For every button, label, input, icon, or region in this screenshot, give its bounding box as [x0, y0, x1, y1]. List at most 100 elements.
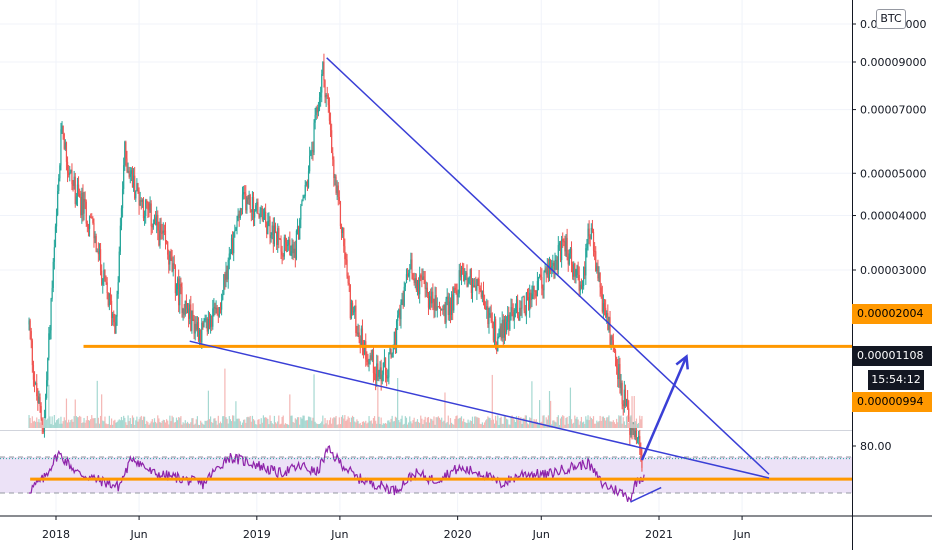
candle-body: [281, 251, 283, 256]
candle-body: [164, 230, 167, 241]
volume-bar: [445, 423, 447, 428]
candle-body: [428, 296, 431, 308]
candle-body: [141, 200, 143, 202]
candle-body: [438, 306, 441, 309]
candle-body: [552, 262, 554, 266]
candle-body: [632, 428, 634, 431]
volume-bar: [583, 421, 585, 428]
volume-bar: [568, 415, 570, 428]
candle-body: [280, 239, 282, 252]
volume-bar: [605, 420, 607, 428]
volume-bar: [58, 418, 60, 428]
candle-body: [430, 296, 432, 304]
candle-body: [69, 172, 71, 175]
candle-body: [545, 268, 547, 275]
candle-body: [143, 215, 146, 219]
candle-body: [288, 239, 290, 245]
volume-bar: [117, 420, 119, 428]
candle-body: [114, 322, 116, 334]
volume-bar: [512, 418, 514, 428]
candle-body: [542, 288, 544, 291]
candle-body: [468, 277, 470, 284]
volume-bar: [354, 421, 356, 428]
candle-body: [212, 308, 214, 327]
candle-body: [317, 107, 320, 113]
candle-body: [176, 278, 179, 290]
volume-bar: [108, 415, 110, 428]
candle-body: [329, 120, 332, 131]
candle-body: [636, 438, 639, 440]
candle-body: [289, 239, 291, 256]
volume-bar: [223, 416, 225, 428]
currency-badge[interactable]: BTC: [876, 9, 906, 29]
candle-body: [90, 216, 92, 218]
candle-body: [456, 290, 458, 298]
candle-body: [500, 326, 502, 339]
candle-body: [360, 328, 362, 345]
candle-body: [248, 194, 250, 200]
volume-bar: [64, 420, 66, 428]
candle-body: [442, 309, 444, 311]
candle-body: [445, 298, 447, 323]
candle-body: [467, 283, 469, 287]
volume-bar: [191, 418, 193, 428]
volume-bar: [215, 420, 217, 428]
candle-body: [227, 260, 229, 280]
volume-bar: [138, 419, 140, 428]
candle-body: [386, 375, 388, 379]
candle-body: [480, 289, 482, 298]
candle-body: [86, 223, 88, 227]
volume-bar: [453, 424, 455, 428]
candle-body: [625, 398, 628, 406]
volume-bar: [640, 419, 642, 428]
volume-bar: [437, 416, 439, 428]
candle-body: [107, 293, 109, 306]
candle-body: [95, 236, 97, 252]
volume-bar: [554, 421, 556, 428]
volume-bar: [205, 421, 207, 428]
candle-body: [296, 226, 299, 231]
candle-body: [130, 170, 132, 174]
candle-body: [457, 293, 459, 298]
candle-body: [63, 133, 65, 149]
volume-bar: [325, 423, 327, 428]
candle-body: [584, 266, 586, 276]
candle-body: [41, 418, 43, 428]
volume-bar: [479, 423, 481, 428]
volume-bar: [378, 416, 380, 428]
candle-body: [200, 329, 202, 343]
candle-body: [50, 298, 52, 331]
volume-bar: [293, 422, 295, 428]
volume-bar: [85, 420, 87, 428]
volume-bar: [614, 423, 617, 428]
volume-bar: [62, 421, 64, 428]
volume-bar: [503, 415, 505, 428]
candle-body: [437, 306, 439, 308]
candle-body: [219, 307, 222, 310]
candle-body: [541, 277, 543, 289]
candle-body: [224, 274, 226, 281]
candle-body: [520, 307, 522, 309]
volume-bar: [422, 424, 424, 428]
candle-body: [75, 196, 77, 204]
candle-body: [382, 362, 384, 375]
volume-bar: [164, 422, 167, 428]
volume-bar: [69, 422, 71, 428]
candle-body: [531, 294, 533, 300]
price-axis-tick-label: 0.00004000: [860, 210, 926, 223]
volume-bar: [198, 424, 201, 428]
candle-body: [595, 251, 597, 272]
volume-bar: [450, 422, 453, 428]
volume-bar: [316, 423, 318, 428]
volume-bar: [368, 416, 370, 428]
candle-body: [567, 256, 569, 265]
candle-body: [395, 321, 398, 347]
candle-body: [340, 226, 343, 234]
volume-bar: [459, 417, 461, 428]
candle-body: [316, 107, 318, 113]
candle-body: [488, 314, 490, 325]
volume-bar: [282, 415, 284, 428]
candle-body: [229, 252, 232, 254]
